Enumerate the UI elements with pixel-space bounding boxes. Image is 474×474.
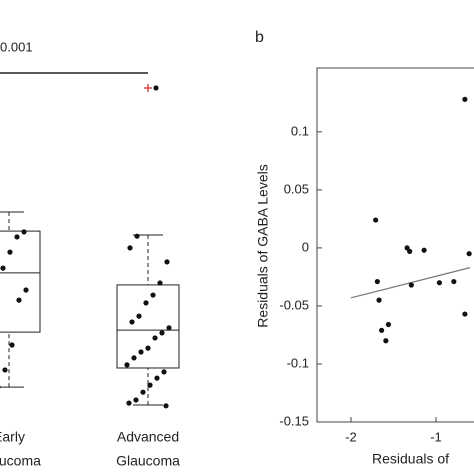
x-tick-label: Glaucoma	[116, 453, 180, 469]
data-point	[140, 389, 146, 395]
data-point	[376, 297, 382, 303]
x-tick-label: -1	[430, 429, 442, 444]
data-point	[166, 325, 172, 331]
data-point	[136, 313, 142, 319]
data-point	[129, 319, 135, 325]
data-point	[466, 251, 472, 257]
data-point	[373, 217, 379, 223]
data-point	[150, 292, 156, 298]
x-tick-label: Early	[0, 429, 25, 445]
data-point	[2, 367, 8, 373]
outlier	[144, 83, 152, 92]
y-axis-label: Residuals of GABA Levels	[255, 164, 271, 327]
x-tick-label: -2	[345, 429, 357, 444]
box	[0, 230, 41, 333]
data-point	[421, 247, 427, 253]
data-point	[408, 282, 414, 288]
y-tick-label: 0.05	[284, 181, 309, 196]
y-tick-label: -0.05	[279, 297, 309, 312]
data-point	[0, 265, 6, 271]
panel-label: b	[255, 29, 264, 46]
y-tick-label: 0	[302, 239, 309, 254]
data-point	[157, 280, 163, 286]
data-point	[124, 362, 130, 368]
data-point	[161, 369, 167, 375]
p-value: p = 0.001	[0, 39, 33, 54]
data-point	[145, 345, 151, 351]
data-point	[138, 349, 144, 355]
data-point	[407, 248, 413, 254]
data-point	[126, 400, 132, 406]
data-point	[462, 311, 468, 317]
x-axis-label: Residuals of	[372, 451, 449, 467]
data-point	[153, 85, 159, 91]
data-point	[134, 233, 140, 239]
data-point	[436, 280, 442, 286]
axes-frame	[316, 67, 474, 423]
data-point	[143, 300, 149, 306]
data-point	[127, 245, 133, 251]
data-point	[131, 355, 137, 361]
data-point	[374, 278, 380, 285]
data-point	[385, 321, 391, 328]
box	[116, 284, 180, 369]
x-tick-label: Advanced	[117, 429, 179, 445]
data-point	[7, 249, 13, 255]
data-point	[451, 278, 457, 285]
data-point	[462, 96, 468, 102]
x-tick-label: Glaucoma	[0, 453, 41, 469]
data-point	[379, 327, 385, 333]
data-point	[383, 338, 389, 344]
y-tick-label: 0.1	[291, 123, 309, 138]
data-point	[23, 287, 29, 293]
data-point	[147, 382, 153, 388]
data-point	[133, 397, 139, 403]
data-point	[14, 234, 20, 240]
data-point	[159, 330, 165, 336]
data-point	[164, 259, 170, 265]
data-point	[152, 335, 158, 341]
data-point	[21, 229, 27, 235]
data-point	[163, 403, 169, 409]
data-point	[9, 342, 15, 348]
y-tick-label: -0.1	[287, 355, 309, 370]
data-point	[16, 297, 22, 303]
data-point	[0, 385, 1, 389]
data-point	[154, 375, 160, 381]
y-tick-label: -0.15	[279, 413, 309, 428]
